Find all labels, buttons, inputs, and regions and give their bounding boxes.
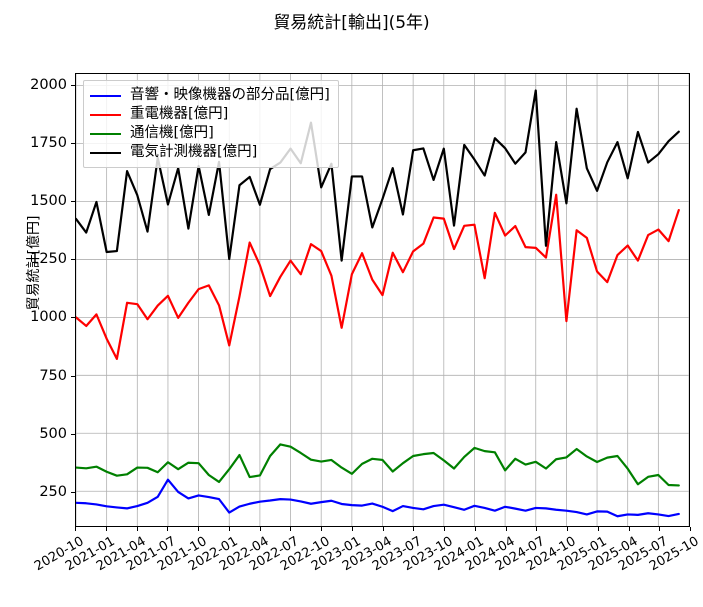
legend: 音響・映像機器の部分品[億円] 重電機器[億円] 通信機[億円] 電気計測機器[億円]	[83, 80, 339, 168]
x-tick-mark	[413, 527, 415, 531]
legend-item-0: 音響・映像機器の部分品[億円]	[90, 86, 330, 105]
y-tick-label: 1750	[30, 134, 67, 151]
y-tick-mark	[71, 433, 75, 435]
series-line-0	[76, 478, 680, 518]
x-tick-mark	[167, 527, 169, 531]
y-tick-label: 500	[39, 425, 67, 442]
legend-label: 通信機[億円]	[130, 125, 214, 141]
y-tick-label: 1500	[30, 193, 67, 210]
legend-item-1: 重電機器[億円]	[90, 105, 330, 124]
x-tick-mark	[105, 527, 107, 531]
legend-label: 重電機器[億円]	[130, 106, 229, 122]
series-lines	[76, 89, 680, 518]
x-tick-mark	[136, 527, 138, 531]
y-tick-mark	[71, 317, 75, 319]
x-tick-mark	[690, 527, 691, 531]
x-tick-mark	[505, 527, 507, 531]
legend-item-3: 電気計測機器[億円]	[90, 143, 330, 162]
y-tick-label: 750	[39, 367, 67, 384]
legend-color-swatch	[90, 94, 121, 97]
legend-color-swatch	[90, 132, 121, 135]
y-tick-label: 2000	[30, 76, 67, 93]
y-tick-mark	[71, 142, 75, 144]
y-tick-mark	[71, 492, 75, 494]
x-tick-mark	[597, 527, 599, 531]
x-tick-mark	[321, 527, 322, 531]
legend-color-swatch	[90, 113, 121, 116]
plot-svg	[76, 74, 689, 526]
x-tick-mark	[474, 527, 476, 531]
series-line-3	[76, 89, 680, 262]
x-tick-mark	[198, 527, 199, 531]
legend-label: 音響・映像機器の部分品[億円]	[130, 87, 330, 103]
x-tick-mark	[228, 527, 230, 531]
y-tick-mark	[71, 201, 75, 203]
y-tick-mark	[71, 259, 75, 261]
y-tick-label: 1250	[30, 251, 67, 268]
x-tick-mark	[567, 527, 568, 531]
x-tick-mark	[290, 527, 292, 531]
x-tick-mark	[259, 527, 261, 531]
y-tick-mark	[71, 375, 75, 377]
legend-item-2: 通信機[億円]	[90, 124, 330, 143]
y-tick-label: 250	[39, 484, 67, 501]
x-tick-mark	[628, 527, 630, 531]
x-tick-mark	[659, 527, 661, 531]
y-tick-mark	[71, 84, 75, 86]
legend-label: 電気計測機器[億円]	[130, 144, 258, 160]
x-tick-mark	[444, 527, 445, 531]
series-line-2	[76, 443, 680, 487]
legend-color-swatch	[90, 151, 121, 154]
y-tick-label: 1000	[30, 309, 67, 326]
x-tick-mark	[75, 527, 76, 531]
x-tick-mark	[351, 527, 353, 531]
series-line-1	[76, 193, 680, 360]
x-tick-mark	[382, 527, 384, 531]
page-title: 貿易統計[輸出](5年)	[273, 13, 430, 33]
x-tick-mark	[536, 527, 538, 531]
